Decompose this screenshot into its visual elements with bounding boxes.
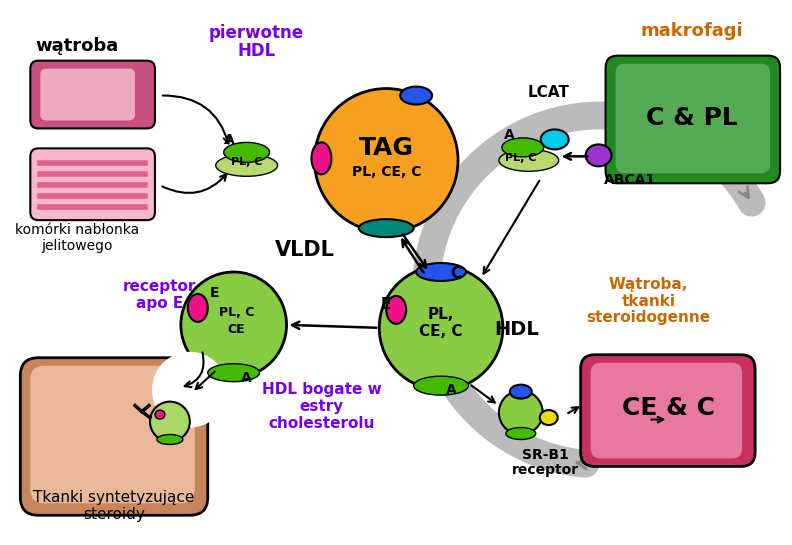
- Ellipse shape: [540, 410, 558, 425]
- FancyBboxPatch shape: [30, 366, 195, 503]
- Text: PL, C: PL, C: [219, 306, 254, 319]
- Circle shape: [181, 272, 287, 378]
- Ellipse shape: [311, 142, 331, 174]
- Ellipse shape: [157, 434, 183, 445]
- Text: VLDL: VLDL: [275, 240, 334, 260]
- Circle shape: [152, 352, 228, 427]
- Circle shape: [499, 391, 543, 434]
- Text: pierwotne: pierwotne: [209, 24, 304, 42]
- Text: Wątroba,: Wątroba,: [609, 277, 688, 293]
- Text: estry: estry: [299, 399, 344, 414]
- Text: A: A: [504, 129, 514, 142]
- Text: E: E: [210, 286, 219, 300]
- Text: steroidogenne: steroidogenne: [586, 310, 710, 325]
- FancyBboxPatch shape: [581, 355, 755, 467]
- Text: PL, C: PL, C: [231, 158, 262, 167]
- Ellipse shape: [506, 427, 535, 439]
- Ellipse shape: [585, 144, 611, 166]
- Text: E: E: [381, 298, 391, 312]
- Text: PL,: PL,: [428, 307, 455, 323]
- Ellipse shape: [416, 263, 466, 281]
- Text: tkanki: tkanki: [622, 294, 676, 310]
- Text: CE: CE: [228, 323, 246, 336]
- Text: CE, C: CE, C: [419, 324, 463, 340]
- Ellipse shape: [359, 219, 413, 237]
- Text: CE & C: CE & C: [622, 396, 715, 420]
- Ellipse shape: [155, 410, 165, 419]
- Text: receptor: receptor: [512, 463, 579, 477]
- FancyBboxPatch shape: [591, 363, 742, 458]
- FancyBboxPatch shape: [615, 64, 770, 173]
- Text: komórki nabłonka
jelitowego: komórki nabłonka jelitowego: [15, 223, 139, 253]
- Ellipse shape: [386, 296, 406, 324]
- Text: C: C: [451, 267, 462, 282]
- Text: A: A: [242, 371, 252, 385]
- Text: HDL bogate w: HDL bogate w: [261, 382, 381, 397]
- Ellipse shape: [499, 149, 558, 171]
- Ellipse shape: [400, 87, 432, 105]
- Text: TAG: TAG: [359, 136, 413, 160]
- Ellipse shape: [215, 154, 277, 176]
- Text: ABCA1: ABCA1: [604, 173, 657, 187]
- Text: PL, CE, C: PL, CE, C: [352, 165, 421, 179]
- Ellipse shape: [510, 385, 531, 398]
- Text: HDL: HDL: [238, 41, 276, 59]
- Text: A: A: [446, 383, 456, 397]
- Text: Tkanki syntetyzujące: Tkanki syntetyzujące: [33, 490, 195, 505]
- Text: LCAT: LCAT: [527, 85, 569, 100]
- Text: wątroba: wątroba: [36, 37, 119, 54]
- Text: SR-B1: SR-B1: [522, 449, 569, 463]
- Text: makrofagi: makrofagi: [641, 22, 744, 40]
- Text: C & PL: C & PL: [646, 106, 738, 130]
- FancyBboxPatch shape: [30, 60, 155, 129]
- Text: receptor
apo E: receptor apo E: [124, 278, 196, 311]
- FancyBboxPatch shape: [30, 148, 155, 220]
- FancyBboxPatch shape: [606, 56, 780, 183]
- Ellipse shape: [541, 129, 569, 149]
- Circle shape: [379, 266, 503, 390]
- Text: cholesterolu: cholesterolu: [268, 416, 375, 431]
- Text: A: A: [224, 134, 235, 147]
- Text: PL, C: PL, C: [505, 153, 536, 164]
- FancyBboxPatch shape: [40, 69, 135, 120]
- Ellipse shape: [502, 138, 544, 157]
- Ellipse shape: [223, 142, 269, 162]
- Circle shape: [150, 402, 190, 441]
- Ellipse shape: [413, 376, 469, 395]
- FancyBboxPatch shape: [21, 358, 208, 515]
- Circle shape: [314, 88, 458, 232]
- Text: steroidy: steroidy: [83, 507, 145, 522]
- Ellipse shape: [208, 364, 260, 382]
- Ellipse shape: [188, 294, 208, 322]
- Text: HDL: HDL: [494, 320, 539, 340]
